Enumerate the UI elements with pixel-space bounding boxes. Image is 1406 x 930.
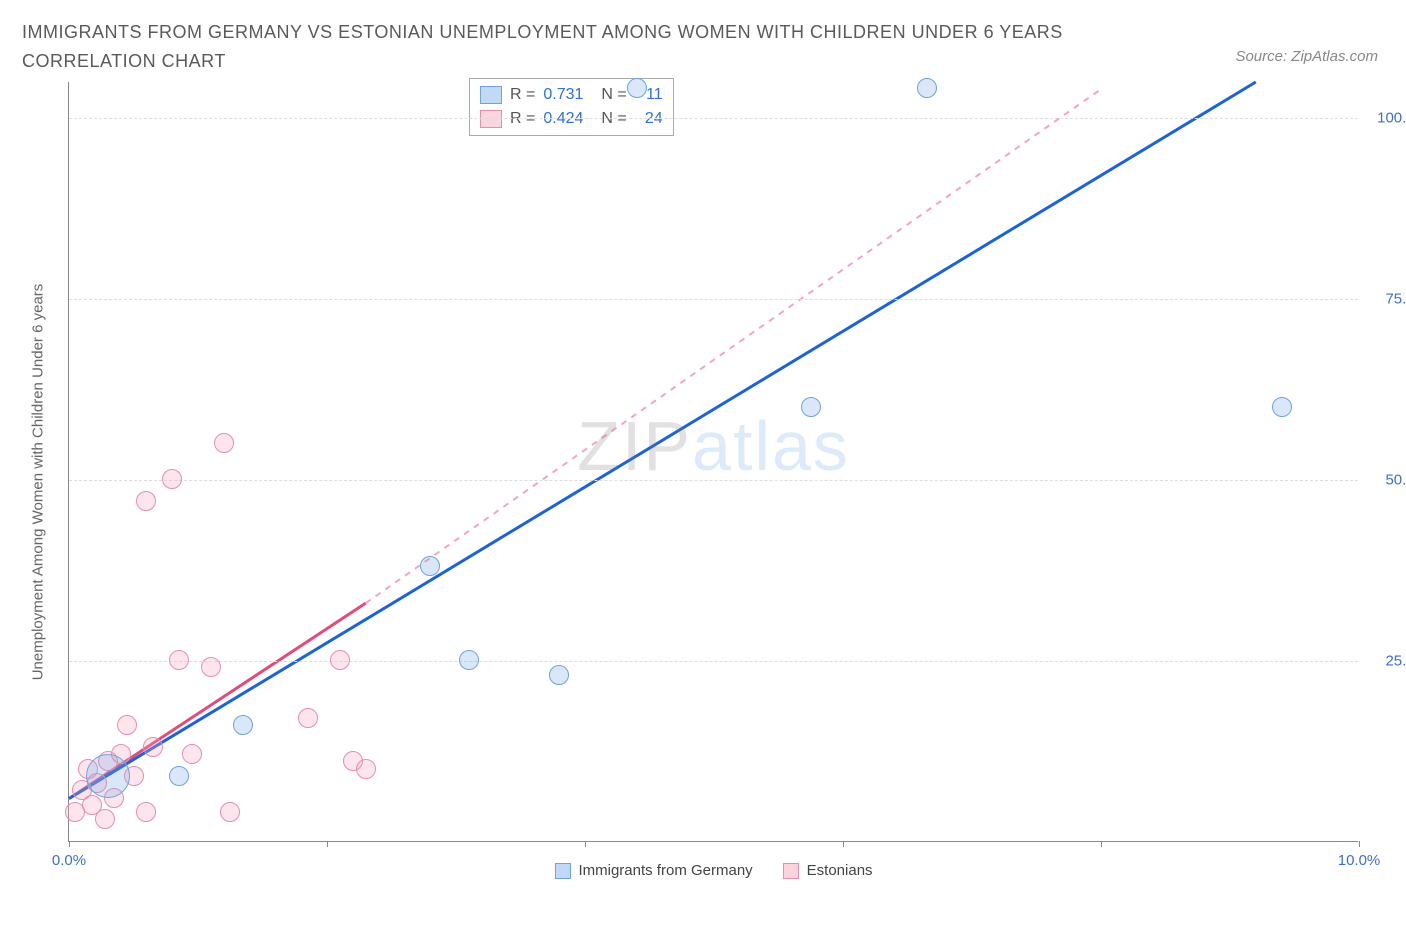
data-point xyxy=(95,809,115,829)
x-tick xyxy=(843,841,844,847)
x-tick-label: 0.0% xyxy=(52,852,86,869)
legend-label: Estonians xyxy=(807,862,873,879)
data-point xyxy=(298,708,318,728)
trend-lines-layer xyxy=(69,82,1358,841)
legend-swatch xyxy=(554,863,570,879)
data-point xyxy=(136,802,156,822)
y-tick-label: 75.0% xyxy=(1385,291,1406,308)
data-point xyxy=(356,759,376,779)
series-legend-item: Immigrants from Germany xyxy=(554,862,752,879)
data-point xyxy=(627,78,647,98)
gridline xyxy=(69,118,1358,119)
data-point xyxy=(233,715,253,735)
legend-label: Immigrants from Germany xyxy=(578,862,752,879)
x-tick xyxy=(69,841,70,847)
data-point xyxy=(201,657,221,677)
series-legend-item: Estonians xyxy=(783,862,873,879)
data-point xyxy=(1272,397,1292,417)
series-legend: Immigrants from Germany Estonians xyxy=(554,862,872,879)
legend-swatch xyxy=(480,86,502,104)
data-point xyxy=(459,650,479,670)
trend-line xyxy=(366,89,1101,603)
data-point xyxy=(162,469,182,489)
gridline xyxy=(69,661,1358,662)
data-point xyxy=(182,744,202,764)
data-point xyxy=(214,433,234,453)
x-tick xyxy=(1101,841,1102,847)
y-axis-label: Unemployment Among Women with Children U… xyxy=(30,284,47,681)
data-point xyxy=(917,78,937,98)
data-point xyxy=(220,802,240,822)
data-point xyxy=(169,650,189,670)
data-point xyxy=(117,715,137,735)
r-value: 0.731 xyxy=(543,83,593,107)
gridline xyxy=(69,299,1358,300)
n-label: N = xyxy=(601,83,626,107)
gridline xyxy=(69,480,1358,481)
plot-area: ZIPatlas R =0.731N =11R =0.424N =24 Immi… xyxy=(68,82,1358,842)
x-tick-label: 10.0% xyxy=(1338,852,1381,869)
y-tick-label: 50.0% xyxy=(1385,472,1406,489)
watermark-atlas: atlas xyxy=(692,407,850,485)
y-tick-label: 25.0% xyxy=(1385,653,1406,670)
x-tick xyxy=(1359,841,1360,847)
data-point xyxy=(801,397,821,417)
data-point xyxy=(143,737,163,757)
chart-title: IMMIGRANTS FROM GERMANY VS ESTONIAN UNEM… xyxy=(22,18,1142,76)
r-label: R = xyxy=(510,83,535,107)
watermark: ZIPatlas xyxy=(577,406,850,486)
data-point xyxy=(136,491,156,511)
watermark-zip: ZIP xyxy=(577,407,692,485)
legend-swatch xyxy=(783,863,799,879)
trend-line xyxy=(69,82,1256,799)
data-point xyxy=(86,754,130,798)
data-point xyxy=(169,766,189,786)
y-tick-label: 100.0% xyxy=(1377,110,1406,127)
x-tick xyxy=(327,841,328,847)
chart-container: Unemployment Among Women with Children U… xyxy=(38,82,1378,882)
x-tick xyxy=(585,841,586,847)
data-point xyxy=(330,650,350,670)
source-label: Source: ZipAtlas.com xyxy=(1235,48,1378,65)
data-point xyxy=(420,556,440,576)
data-point xyxy=(549,665,569,685)
